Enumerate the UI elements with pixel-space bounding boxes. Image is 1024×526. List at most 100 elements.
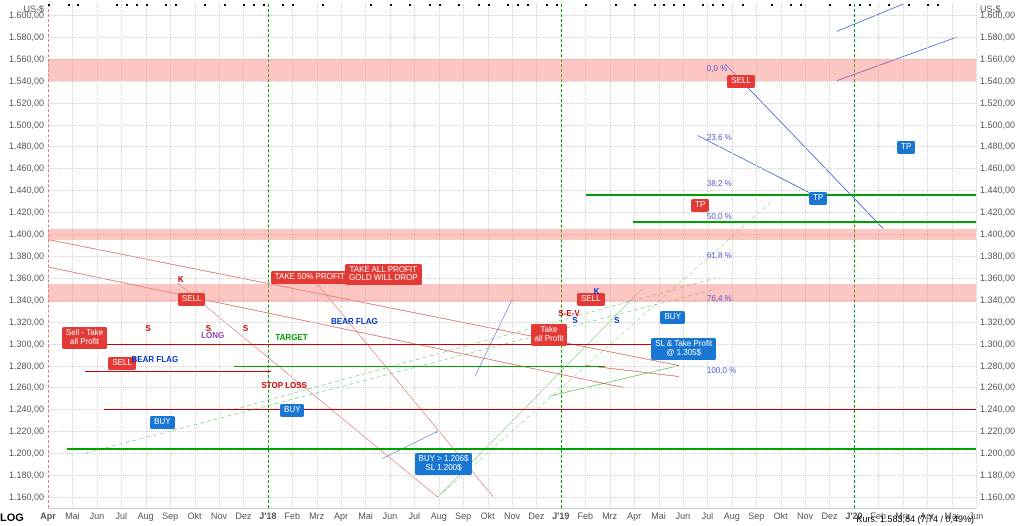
annotation-text: BEAR FLAG — [132, 355, 179, 364]
horizontal-level — [67, 448, 976, 450]
x-tick-label: Nov — [504, 511, 520, 521]
y-tick-label: 1.500,00 — [9, 120, 44, 130]
annotation-label: BUY > 1.206$SL 1.200$ — [415, 453, 473, 475]
y-tick-label: 1.160,00 — [980, 492, 1015, 502]
y-tick-label: 1.540,00 — [980, 76, 1015, 86]
annotation-label: SELL — [577, 293, 605, 306]
y-tick-label: 1.460,00 — [9, 163, 44, 173]
annotation-text: TARGET — [275, 333, 307, 342]
x-tick-label: Dez — [528, 511, 544, 521]
annotation-label: BUY — [660, 311, 684, 324]
annotation-text: S — [572, 316, 577, 325]
x-tick-label: Aug — [138, 511, 154, 521]
horizontal-level — [85, 371, 271, 372]
x-tick-label: Apr — [40, 511, 56, 521]
y-tick-label: 1.360,00 — [9, 273, 44, 283]
x-tick-label: Jul — [409, 511, 421, 521]
x-tick-label: Jun — [676, 511, 691, 521]
y-tick-label: 1.260,00 — [980, 382, 1015, 392]
x-tick-label: Nov — [211, 511, 227, 521]
x-tick-label: J'19 — [552, 511, 569, 521]
x-tick-label: Mrz — [309, 511, 324, 521]
chart-plot-area[interactable]: 0,0 %23,6 %38,2 %50,0 %61,8 %76,4 %100,0… — [48, 4, 976, 508]
y-tick-label: 1.480,00 — [9, 141, 44, 151]
y-tick-label: 1.580,00 — [9, 32, 44, 42]
y-tick-label: 1.360,00 — [980, 273, 1015, 283]
y-tick-label: 1.280,00 — [980, 361, 1015, 371]
x-tick-label: Okt — [481, 511, 495, 521]
y-tick-label: 1.240,00 — [9, 404, 44, 414]
x-tick-label: Feb — [577, 511, 593, 521]
annotation-label: TP — [691, 199, 709, 212]
y-tick-label: 1.400,00 — [9, 229, 44, 239]
horizontal-level — [67, 344, 679, 345]
annotation-label: BUY — [280, 404, 304, 417]
annotation-label: Takeall Profit — [531, 324, 568, 346]
y-tick-label: 1.260,00 — [9, 382, 44, 392]
x-tick-label: Dez — [821, 511, 837, 521]
annotation-label: SL & Take Profit@ 1.305$ — [651, 338, 716, 360]
y-tick-label: 1.160,00 — [9, 492, 44, 502]
x-tick-label: Sep — [455, 511, 471, 521]
annotation-label: TP — [897, 141, 915, 154]
horizontal-level — [234, 366, 605, 367]
y-tick-label: 1.200,00 — [980, 448, 1015, 458]
fib-level-label: 100,0 % — [707, 366, 736, 375]
y-tick-label: 1.520,00 — [9, 98, 44, 108]
annotation-text: K — [594, 287, 600, 296]
annotation-label: SELL — [727, 75, 755, 88]
fib-level-label: 23,6 % — [707, 133, 732, 142]
x-tick-label: Jun — [383, 511, 398, 521]
annotation-text: S — [243, 324, 248, 333]
annotation-label: TP — [809, 192, 827, 205]
y-axis-right: US-$ 1.160,001.180,001.200,001.220,001.2… — [976, 4, 1024, 508]
annotation-label: TAKE ALL PROFITGOLD WILL DROP — [345, 264, 422, 286]
fib-level-label: 61,8 % — [707, 251, 732, 260]
y-tick-label: 1.580,00 — [980, 32, 1015, 42]
annotation-label: SELL — [178, 293, 206, 306]
annotation-text: BEAR FLAG — [331, 317, 378, 326]
x-tick-label: Sep — [748, 511, 764, 521]
x-tick-label: Jul — [702, 511, 714, 521]
x-tick-label: Nov — [797, 511, 813, 521]
price-band — [48, 229, 976, 240]
annotation-text: S — [614, 316, 619, 325]
y-tick-label: 1.300,00 — [9, 339, 44, 349]
y-tick-label: 1.340,00 — [980, 295, 1015, 305]
y-tick-label: 1.440,00 — [980, 185, 1015, 195]
x-tick-label: Aug — [724, 511, 740, 521]
y-tick-label: 1.400,00 — [980, 229, 1015, 239]
x-tick-label: Jul — [115, 511, 127, 521]
price-status: Kurs: 1.583,84 (7,74 / 0,49%) — [856, 514, 974, 524]
y-tick-label: 1.440,00 — [9, 185, 44, 195]
annotation-text: S-E-V — [558, 309, 579, 318]
fib-level-label: 0,0 % — [707, 64, 727, 73]
x-tick-label: Feb — [284, 511, 300, 521]
y-tick-label: 1.380,00 — [9, 251, 44, 261]
y-tick-label: 1.380,00 — [980, 251, 1015, 261]
y-tick-label: 1.560,00 — [9, 54, 44, 64]
annotation-text: LONG — [201, 331, 224, 340]
y-tick-label: 1.280,00 — [9, 361, 44, 371]
y-tick-label: 1.220,00 — [980, 426, 1015, 436]
y-tick-label: 1.180,00 — [9, 470, 44, 480]
x-tick-label: Apr — [627, 511, 641, 521]
y-tick-label: 1.420,00 — [980, 207, 1015, 217]
y-tick-label: 1.300,00 — [980, 339, 1015, 349]
log-scale-label: LOG — [0, 512, 24, 524]
x-tick-label: Okt — [188, 511, 202, 521]
annotation-label: TAKE 50% PROFIT — [271, 271, 349, 284]
horizontal-level — [104, 409, 976, 410]
y-tick-label: 1.540,00 — [9, 76, 44, 86]
y-tick-label: 1.420,00 — [9, 207, 44, 217]
x-tick-label: Okt — [774, 511, 788, 521]
y-tick-label: 1.480,00 — [980, 141, 1015, 151]
annotation-text: K — [178, 275, 184, 284]
x-tick-label: Jun — [90, 511, 105, 521]
x-tick-label: J'18 — [259, 511, 276, 521]
y-axis-left: US-$ 1.160,001.180,001.200,001.220,001.2… — [0, 4, 48, 508]
x-tick-label: Aug — [431, 511, 447, 521]
x-tick-label: Sep — [162, 511, 178, 521]
fib-level-label: 38,2 % — [707, 179, 732, 188]
horizontal-level — [633, 221, 976, 223]
